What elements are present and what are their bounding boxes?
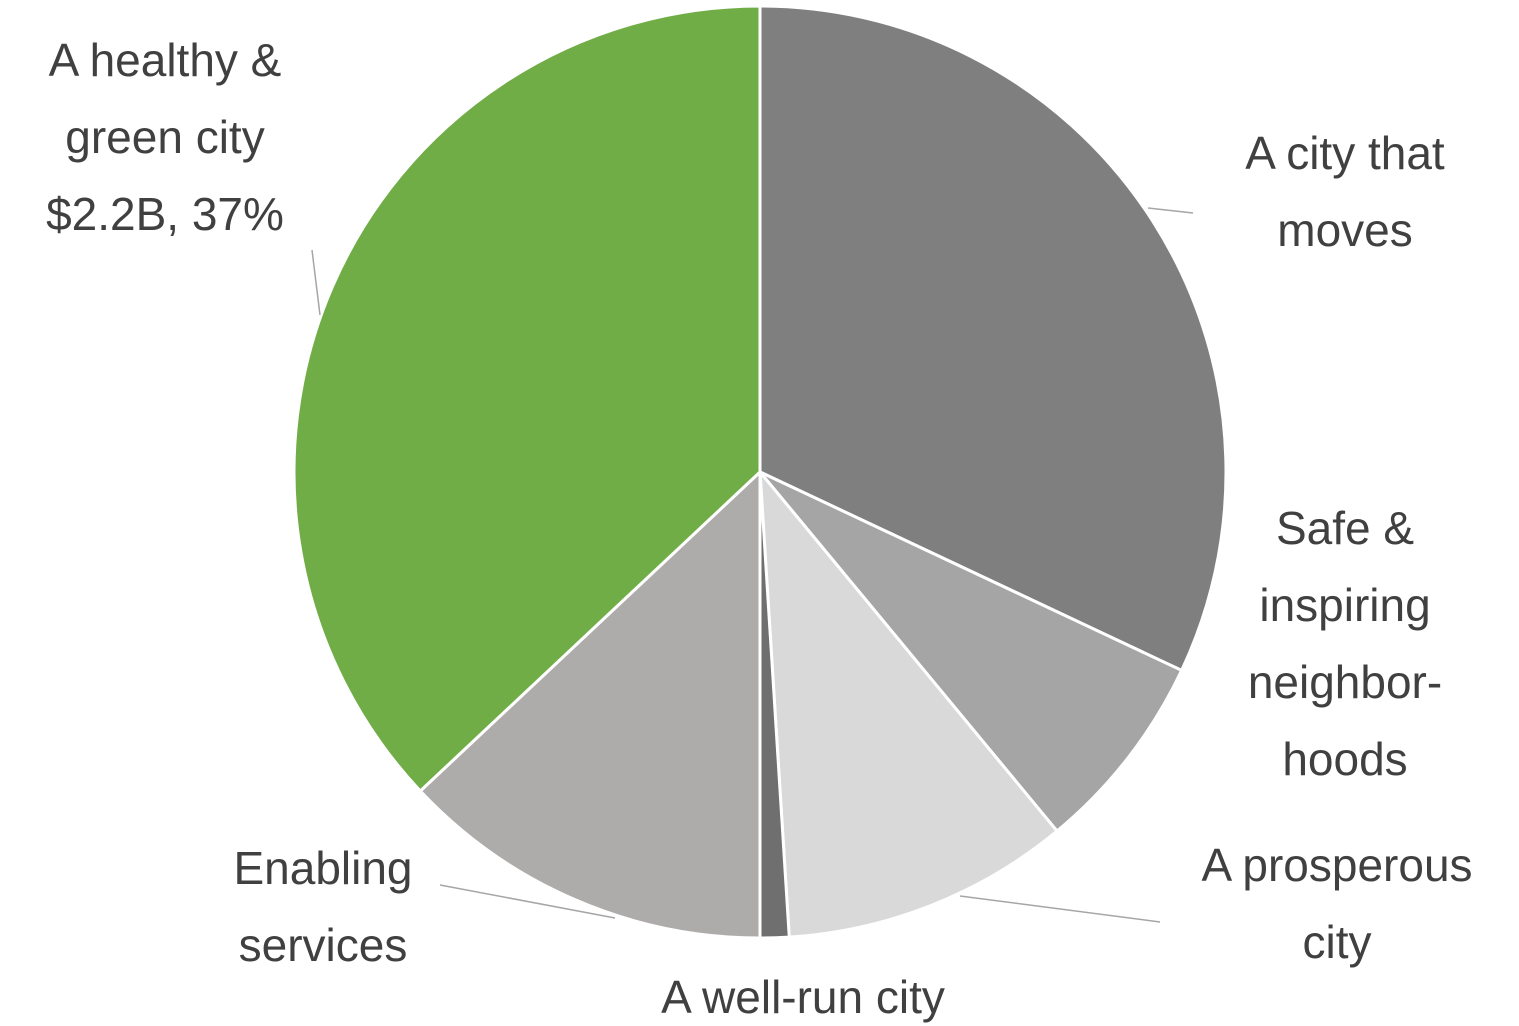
slice-label: Safe & inspiring neighbor­hoods	[1247, 502, 1443, 785]
leader-lines	[311, 207, 1194, 923]
value-label: $2.2B, 37%	[46, 188, 284, 240]
leader-line	[439, 884, 616, 919]
pie-slice	[418, 468, 762, 940]
slice-label: A healthy & green city	[48, 34, 282, 163]
pie-slice	[758, 4, 1228, 673]
pie-slice	[758, 467, 1060, 939]
slice-label: A city that moves	[1245, 127, 1445, 256]
slice-label: Enabling services	[233, 842, 413, 971]
leader-line	[311, 249, 321, 316]
pie-slice	[292, 4, 762, 794]
leader-line	[1147, 207, 1194, 214]
pie-slice	[758, 470, 1184, 834]
slice-label: A well-run city	[661, 971, 945, 1023]
slice-label: A prosperous city	[1201, 839, 1473, 968]
leader-line	[959, 895, 1161, 923]
